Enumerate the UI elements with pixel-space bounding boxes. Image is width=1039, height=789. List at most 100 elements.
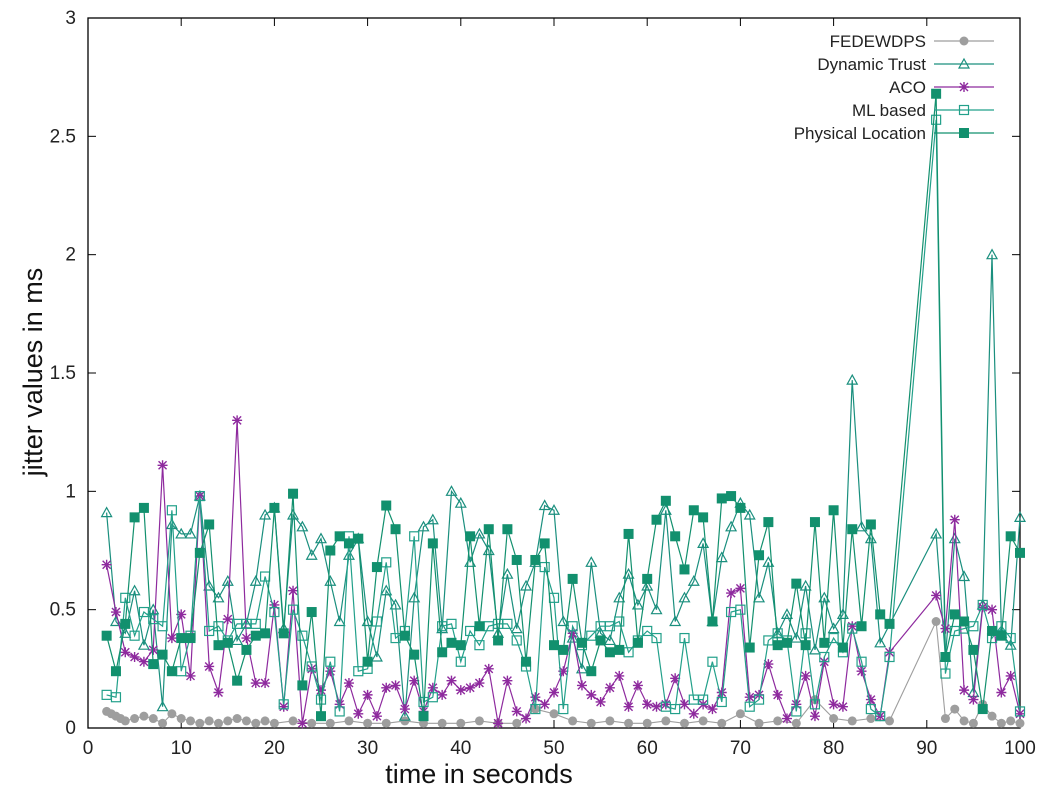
data-point-physical-location bbox=[1005, 531, 1016, 542]
data-point-physical-location bbox=[530, 554, 541, 565]
data-point-ml-based bbox=[315, 694, 327, 705]
data-point-physical-location bbox=[754, 550, 765, 561]
data-point-ml-based bbox=[511, 635, 522, 646]
data-point-physical-location bbox=[1015, 547, 1025, 558]
data-point-dynamic-trust bbox=[827, 622, 840, 634]
data-point-ml-based bbox=[716, 696, 727, 708]
data-point-ml-based bbox=[250, 618, 261, 629]
data-point-aco bbox=[530, 692, 541, 703]
data-point-dynamic-trust bbox=[156, 700, 169, 712]
data-point-dynamic-trust bbox=[137, 638, 150, 650]
data-point-ml-based bbox=[856, 656, 867, 667]
data-point-fedewdps bbox=[381, 718, 391, 728]
data-point-aco bbox=[269, 599, 280, 610]
data-point-ml-based bbox=[446, 618, 457, 629]
data-point-fedewdps bbox=[829, 714, 839, 724]
data-point-fedewdps bbox=[195, 718, 205, 728]
y-axis-title: jitter values in ms bbox=[18, 268, 48, 478]
data-point-fedewdps bbox=[251, 718, 261, 728]
data-point-fedewdps bbox=[885, 716, 895, 726]
data-point-dynamic-trust bbox=[557, 615, 570, 627]
data-point-dynamic-trust bbox=[324, 575, 337, 586]
data-point-physical-location bbox=[819, 637, 830, 648]
x-tick-label: 10 bbox=[171, 738, 192, 759]
y-tick-label: 0.5 bbox=[50, 600, 76, 621]
data-point-ml-based bbox=[297, 630, 308, 641]
data-point-physical-location bbox=[306, 607, 317, 618]
legend-item-fedewdps: FEDEWDPS bbox=[830, 32, 994, 51]
data-point-aco bbox=[185, 670, 196, 681]
data-point-dynamic-trust bbox=[333, 615, 346, 627]
data-point-ml-based bbox=[558, 703, 569, 715]
data-point-ml-based bbox=[940, 668, 951, 679]
data-point-ml-based bbox=[138, 606, 150, 618]
data-point-dynamic-trust bbox=[547, 504, 561, 515]
data-point-aco bbox=[968, 694, 979, 705]
data-point-physical-location bbox=[987, 625, 998, 636]
y-tick-label: 2 bbox=[65, 245, 76, 266]
x-tick-label: 30 bbox=[357, 738, 378, 759]
data-point-fedewdps bbox=[642, 718, 652, 728]
data-point-aco bbox=[343, 678, 354, 689]
data-point-aco bbox=[260, 678, 271, 689]
data-point-dynamic-trust bbox=[510, 622, 523, 634]
data-point-dynamic-trust bbox=[1004, 638, 1017, 650]
data-point-ml-based bbox=[502, 618, 513, 629]
data-point-dynamic-trust bbox=[743, 508, 756, 520]
data-point-aco bbox=[362, 689, 373, 700]
data-point-aco bbox=[213, 687, 224, 698]
legend-item-dynamic-trust: Dynamic Trust bbox=[817, 55, 994, 74]
data-point-aco bbox=[679, 699, 690, 710]
data-point-physical-location bbox=[875, 609, 886, 620]
data-point-physical-location bbox=[660, 495, 671, 506]
data-point-fedewdps bbox=[213, 718, 223, 728]
data-point-fedewdps bbox=[260, 716, 270, 726]
data-point-fedewdps bbox=[130, 714, 140, 724]
data-point-ml-based bbox=[269, 606, 280, 618]
legend: FEDEWDPS Dynamic Trust ACO ML based Physical… bbox=[794, 32, 994, 143]
data-point-physical-location bbox=[418, 711, 429, 722]
data-point-fedewdps bbox=[940, 714, 950, 724]
data-point-dynamic-trust bbox=[986, 248, 999, 260]
series-dynamic-trust bbox=[100, 248, 1027, 721]
data-point-aco bbox=[483, 663, 494, 674]
legend-marker-sample bbox=[959, 36, 969, 46]
data-point-physical-location bbox=[427, 538, 438, 549]
data-point-physical-location bbox=[362, 656, 373, 667]
data-point-dynamic-trust bbox=[370, 650, 383, 662]
data-point-ml-based bbox=[744, 701, 755, 712]
data-point-physical-location bbox=[642, 573, 653, 584]
data-point-ml-based bbox=[213, 621, 224, 632]
data-point-physical-location bbox=[465, 531, 476, 542]
series-ml-based bbox=[101, 114, 1026, 722]
data-point-physical-location bbox=[148, 659, 159, 670]
data-point-dynamic-trust bbox=[808, 643, 821, 655]
data-point-fedewdps bbox=[717, 718, 727, 728]
data-point-aco bbox=[455, 685, 466, 696]
data-point-aco bbox=[837, 701, 848, 712]
data-point-dynamic-trust bbox=[408, 591, 421, 603]
data-point-physical-location bbox=[763, 517, 774, 528]
data-point-aco bbox=[157, 460, 168, 471]
series-line-ml-based bbox=[106, 119, 1021, 718]
data-point-aco bbox=[576, 680, 587, 691]
data-point-physical-location bbox=[865, 519, 876, 530]
legend-marker-sample bbox=[958, 104, 970, 116]
data-point-physical-location bbox=[166, 666, 177, 677]
data-point-fedewdps bbox=[624, 718, 634, 728]
data-point-aco bbox=[297, 718, 308, 729]
data-point-fedewdps bbox=[568, 716, 578, 726]
data-point-ml-based bbox=[651, 632, 662, 644]
data-point-aco bbox=[148, 644, 159, 655]
data-point-physical-location bbox=[726, 491, 737, 502]
data-point-physical-location bbox=[558, 644, 569, 655]
data-point-aco bbox=[595, 696, 606, 707]
data-point-dynamic-trust bbox=[855, 520, 868, 532]
data-point-physical-location bbox=[931, 88, 942, 99]
data-point-fedewdps bbox=[176, 714, 186, 724]
data-point-fedewdps bbox=[549, 709, 559, 719]
data-point-aco bbox=[949, 514, 960, 525]
data-point-aco bbox=[772, 689, 783, 700]
